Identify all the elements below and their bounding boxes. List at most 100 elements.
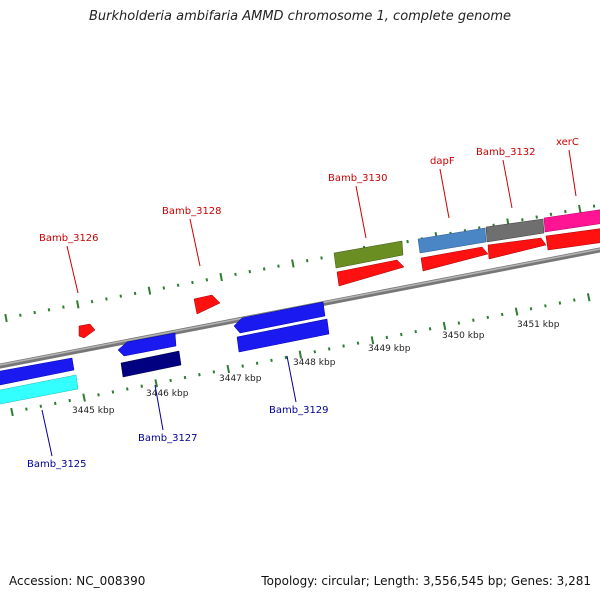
- gene-feature-xerc[interactable]: [543, 209, 600, 233]
- tick-minor: [198, 373, 201, 377]
- kbp-label-3450: 3450 kbp: [442, 331, 485, 341]
- kbp-labels: 3445 kbp 3446 kbp 3447 kbp 3448 kbp 3449…: [72, 320, 560, 416]
- tick-major: [147, 286, 152, 295]
- tick-minor: [126, 387, 129, 391]
- tick-minor: [558, 301, 562, 305]
- map-title: Burkholderia ambifaria AMMD chromosome 1…: [88, 9, 512, 24]
- tick-minor: [183, 375, 187, 380]
- gene-feature-bamb-3125-outer[interactable]: [0, 357, 75, 386]
- kbp-label-3447: 3447 kbp: [219, 374, 262, 384]
- gene-feature-xerc-inner[interactable]: [545, 228, 600, 251]
- tick-major: [514, 307, 519, 316]
- gene-label-bamb-3125[interactable]: Bamb_3125: [27, 459, 87, 470]
- gene-feature-bamb-3129-outer[interactable]: [233, 301, 326, 334]
- tick-minor: [573, 298, 576, 302]
- tick-minor: [105, 297, 108, 301]
- tick-major: [10, 407, 14, 417]
- kbp-label-3448: 3448 kbp: [293, 358, 336, 368]
- tick-minor: [90, 300, 94, 304]
- tick-minor: [205, 278, 209, 282]
- tick-minor: [19, 313, 22, 317]
- gene-label-bamb-3130[interactable]: Bamb_3130: [328, 173, 388, 184]
- gene-feature-bamb-3127-outer[interactable]: [117, 332, 177, 357]
- tick-major: [82, 393, 86, 402]
- tick-minor: [241, 364, 244, 368]
- tick-major: [4, 313, 8, 323]
- tick-minor: [191, 280, 194, 285]
- tick-minor: [320, 256, 323, 260]
- gene-feature-bamb-3130-outer[interactable]: [333, 240, 404, 269]
- tick-major: [370, 336, 375, 345]
- gene-label-bamb-3126[interactable]: Bamb_3126: [39, 233, 99, 244]
- gene-label-dapf[interactable]: dapF: [430, 156, 455, 167]
- tick-minor: [62, 305, 65, 309]
- gene-feature-bamb-3128[interactable]: [193, 294, 221, 315]
- tick-minor: [33, 310, 36, 315]
- gene-feature-bamb-3132-inner[interactable]: [487, 237, 547, 260]
- tick-major: [226, 364, 230, 374]
- tick-minor: [176, 283, 180, 287]
- tick-minor: [535, 215, 538, 219]
- tick-minor: [457, 321, 461, 325]
- tick-major: [442, 321, 447, 331]
- tick-minor: [549, 212, 553, 216]
- tick-minor: [414, 329, 417, 334]
- tick-minor: [54, 401, 57, 406]
- accession-text: Accession: NC_008390: [9, 574, 146, 588]
- tick-minor: [406, 239, 409, 244]
- gene-feature-bamb-3126[interactable]: [78, 323, 96, 339]
- tick-minor: [592, 204, 596, 208]
- kbp-label-3446: 3446 kbp: [146, 389, 189, 399]
- tick-major: [154, 379, 158, 388]
- tick-minor: [284, 355, 288, 360]
- tick-minor: [486, 315, 490, 320]
- gene-feature-bamb-3127-inner[interactable]: [120, 350, 182, 378]
- gene-label-bamb-3128[interactable]: Bamb_3128: [162, 206, 222, 217]
- gene-feature-bamb-3130-inner[interactable]: [336, 259, 405, 287]
- tick-minor: [234, 272, 237, 277]
- tick-minor: [529, 307, 533, 311]
- gene-label-bamb-3129[interactable]: Bamb_3129: [269, 405, 329, 416]
- tick-major: [298, 350, 303, 359]
- tick-minor: [133, 291, 137, 296]
- tick-minor: [97, 393, 100, 397]
- tick-minor: [327, 347, 331, 351]
- kbp-label-3445: 3445 kbp: [72, 406, 115, 416]
- gene-label-bamb-3127[interactable]: Bamb_3127: [138, 433, 198, 444]
- tick-minor: [169, 378, 172, 383]
- tick-row-upper: [4, 204, 596, 323]
- topology-summary-text: Topology: circular; Length: 3,556,545 bp…: [261, 574, 591, 588]
- gene-feature-bamb-3125-inner[interactable]: [0, 374, 79, 405]
- tick-minor: [277, 264, 280, 268]
- gene-feature-dapf[interactable]: [417, 227, 487, 254]
- tick-minor: [564, 209, 567, 214]
- gene-features: [0, 209, 600, 405]
- tick-minor: [342, 344, 345, 348]
- gene-label-xerc[interactable]: xerC: [556, 137, 579, 148]
- tick-minor: [39, 404, 43, 408]
- tick-minor: [262, 267, 266, 271]
- gene-feature-bamb-3129-inner[interactable]: [236, 318, 330, 353]
- tick-minor: [313, 350, 317, 354]
- tick-minor: [111, 390, 115, 394]
- tick-major: [219, 272, 223, 282]
- tick-minor: [428, 327, 432, 331]
- tick-minor: [305, 259, 309, 263]
- tick-minor: [544, 304, 547, 308]
- gene-label-bamb-3132[interactable]: Bamb_3132: [476, 147, 536, 158]
- label-leaders: [41, 149, 577, 457]
- tick-major: [586, 293, 591, 302]
- tick-minor: [140, 384, 143, 388]
- tick-minor: [521, 218, 524, 222]
- tick-minor: [248, 269, 252, 274]
- tick-row-lower: [10, 293, 591, 417]
- tick-minor: [356, 341, 360, 345]
- gene-feature-dapf-inner[interactable]: [420, 246, 489, 272]
- tick-minor: [500, 312, 504, 317]
- gene-feature-bamb-3132[interactable]: [485, 218, 545, 243]
- tick-major: [291, 259, 295, 268]
- kbp-label-3449: 3449 kbp: [368, 344, 411, 354]
- tick-major: [578, 204, 582, 213]
